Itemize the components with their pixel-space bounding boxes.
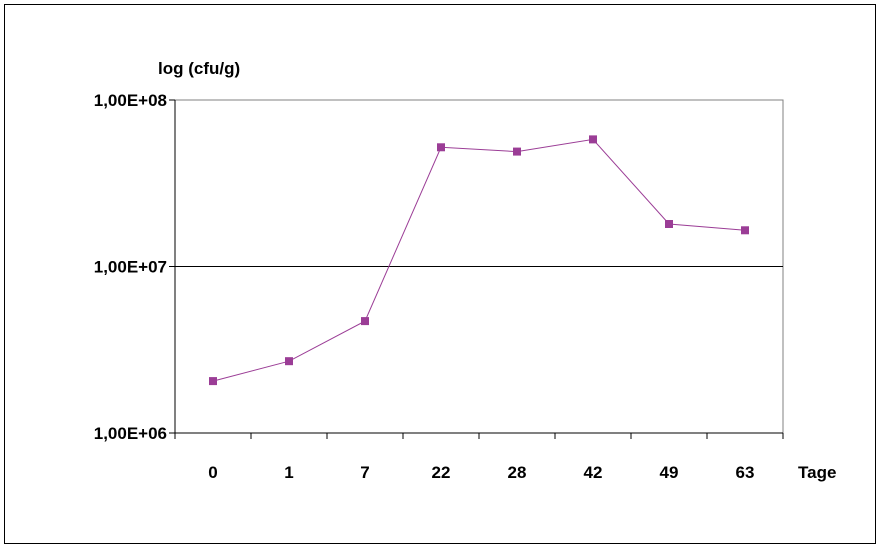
x-tick-label: 28	[508, 463, 527, 482]
data-point	[513, 147, 521, 156]
x-tick-label: 49	[660, 463, 679, 482]
x-tick-label: 1	[284, 463, 293, 482]
y-axis-title: log (cfu/g)	[158, 59, 240, 78]
series-group	[209, 135, 749, 386]
y-ticks: 1,00E+06 1,00E+07 1,00E+08	[94, 91, 175, 443]
data-point	[741, 226, 749, 235]
x-tick-label: 0	[208, 463, 217, 482]
data-point	[285, 357, 293, 366]
x-tick-label: 63	[736, 463, 755, 482]
data-point	[361, 317, 369, 326]
series-line	[212, 138, 746, 382]
y-tick-label: 1,00E+07	[94, 258, 167, 277]
x-ticks: 0 1 7 22 28 42 49 63	[174, 433, 784, 482]
x-tick-label: 7	[360, 463, 369, 482]
data-point	[665, 219, 673, 228]
y-tick-label: 1,00E+06	[94, 424, 167, 443]
data-point	[209, 377, 217, 386]
data-point	[589, 135, 597, 144]
chart-frame	[4, 4, 876, 544]
x-tick-label: 22	[432, 463, 451, 482]
data-point	[437, 143, 445, 152]
y-tick-label: 1,00E+08	[94, 91, 167, 110]
x-axis-title: Tage	[798, 463, 836, 482]
x-tick-label: 42	[584, 463, 603, 482]
